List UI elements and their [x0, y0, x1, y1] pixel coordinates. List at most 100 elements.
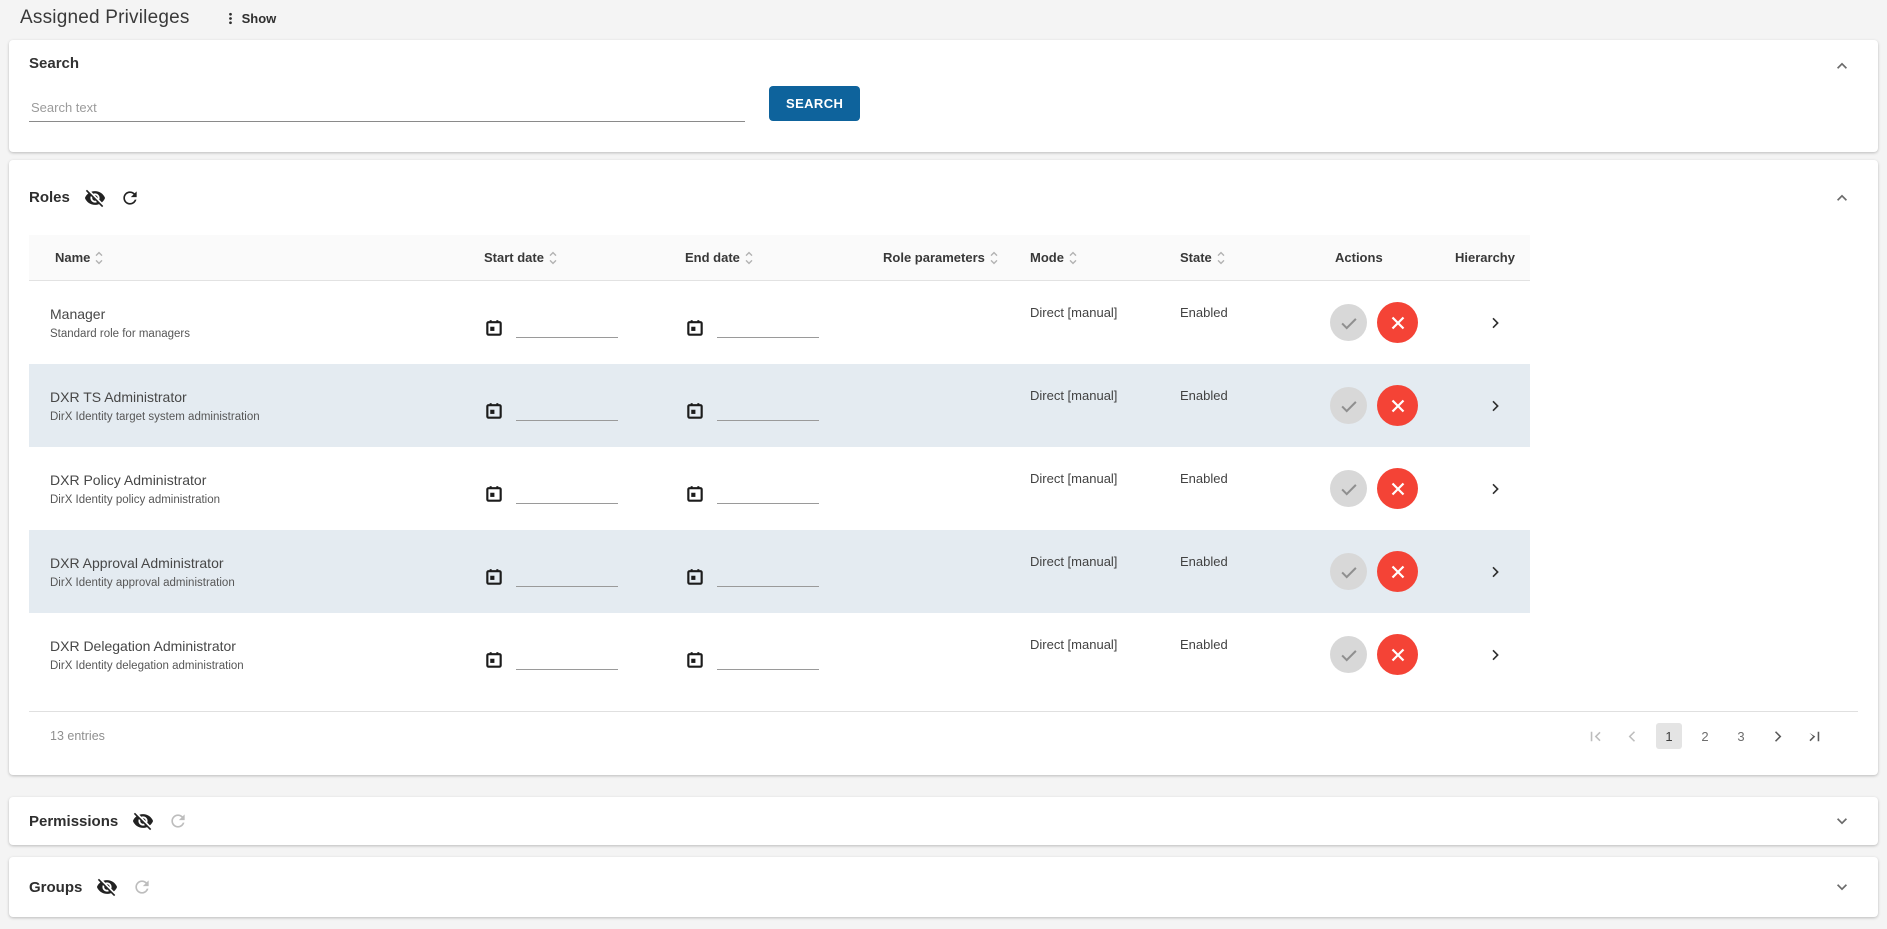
end-date-input[interactable] — [717, 483, 819, 504]
role-description: Standard role for managers — [50, 328, 454, 340]
end-date-cell — [655, 649, 853, 671]
expand-groups-icon[interactable] — [1832, 877, 1852, 897]
start-date-input[interactable] — [516, 566, 618, 587]
column-header-end-date[interactable]: End date — [655, 250, 853, 265]
close-icon — [1387, 395, 1409, 417]
end-date-cell — [655, 317, 853, 339]
check-icon — [1338, 395, 1360, 417]
end-date-input[interactable] — [717, 566, 819, 587]
last-page-icon[interactable] — [1801, 723, 1828, 750]
start-date-input[interactable] — [516, 317, 618, 338]
state-cell: Enabled — [1150, 637, 1300, 652]
chevron-right-icon[interactable] — [1764, 723, 1791, 750]
page-number-1[interactable]: 1 — [1656, 723, 1682, 749]
column-header-name[interactable]: Name — [29, 250, 454, 265]
show-menu-button[interactable]: Show — [222, 10, 277, 27]
state-cell: Enabled — [1150, 388, 1300, 403]
calendar-icon[interactable] — [685, 483, 705, 505]
close-icon — [1387, 644, 1409, 666]
calendar-icon[interactable] — [685, 400, 705, 422]
page-number-2[interactable]: 2 — [1692, 723, 1718, 749]
approve-button[interactable] — [1330, 553, 1367, 590]
roles-table-header: Name Start date End date Role parameters… — [29, 235, 1530, 281]
calendar-icon[interactable] — [685, 566, 705, 588]
start-date-input[interactable] — [516, 483, 618, 504]
hierarchy-chevron-right-icon[interactable] — [1487, 647, 1530, 663]
hierarchy-chevron-right-icon[interactable] — [1487, 481, 1530, 497]
state-cell: Enabled — [1150, 554, 1300, 569]
column-header-start-date[interactable]: Start date — [454, 250, 655, 265]
pagination: 1 2 3 — [1582, 723, 1828, 750]
calendar-icon[interactable] — [484, 483, 504, 505]
calendar-icon[interactable] — [484, 400, 504, 422]
calendar-icon[interactable] — [484, 649, 504, 671]
end-date-cell — [655, 400, 853, 422]
approve-button[interactable] — [1330, 387, 1367, 424]
search-input[interactable] — [29, 94, 745, 122]
roles-title: Roles — [29, 189, 70, 206]
collapse-search-icon[interactable] — [1832, 56, 1852, 76]
end-date-input[interactable] — [717, 317, 819, 338]
roles-panel: Roles Name Start date End date Role para… — [9, 160, 1878, 775]
start-date-cell — [454, 649, 655, 671]
visibility-off-icon[interactable] — [84, 187, 106, 209]
groups-title: Groups — [29, 879, 82, 896]
start-date-input[interactable] — [516, 400, 618, 421]
end-date-input[interactable] — [717, 649, 819, 670]
approve-button[interactable] — [1330, 470, 1367, 507]
approve-button[interactable] — [1330, 636, 1367, 673]
refresh-icon — [132, 877, 152, 897]
column-header-mode[interactable]: Mode — [1000, 250, 1150, 265]
page-number-3[interactable]: 3 — [1728, 723, 1754, 749]
permissions-panel: Permissions — [9, 797, 1878, 845]
end-date-input[interactable] — [717, 400, 819, 421]
column-header-state[interactable]: State — [1150, 250, 1300, 265]
refresh-icon — [168, 811, 188, 831]
remove-button[interactable] — [1377, 634, 1418, 675]
table-row: DXR Approval Administrator DirX Identity… — [29, 530, 1530, 613]
chevron-left-icon[interactable] — [1619, 723, 1646, 750]
calendar-icon[interactable] — [685, 317, 705, 339]
permissions-title: Permissions — [29, 813, 118, 830]
role-name: DXR TS Administrator — [50, 388, 454, 406]
remove-button[interactable] — [1377, 302, 1418, 343]
hierarchy-chevron-right-icon[interactable] — [1487, 315, 1530, 331]
calendar-icon[interactable] — [484, 317, 504, 339]
role-name: Manager — [50, 305, 454, 323]
check-icon — [1338, 312, 1360, 334]
column-header-hierarchy: Hierarchy — [1455, 250, 1530, 265]
hierarchy-chevron-right-icon[interactable] — [1487, 564, 1530, 580]
calendar-icon[interactable] — [685, 649, 705, 671]
page-title: Assigned Privileges — [20, 7, 190, 29]
entries-count: 13 entries — [50, 729, 105, 743]
column-header-role-parameters[interactable]: Role parameters — [853, 250, 1000, 265]
mode-cell: Direct [manual] — [1000, 554, 1150, 569]
remove-button[interactable] — [1377, 385, 1418, 426]
more-vert-icon — [222, 10, 239, 27]
first-page-icon[interactable] — [1582, 723, 1609, 750]
sort-icon — [549, 251, 557, 265]
role-description: DirX Identity target system administrati… — [50, 411, 454, 423]
search-button[interactable]: SEARCH — [769, 86, 860, 121]
approve-button[interactable] — [1330, 304, 1367, 341]
roles-table: Name Start date End date Role parameters… — [29, 235, 1530, 696]
mode-cell: Direct [manual] — [1000, 305, 1150, 320]
role-name: DXR Approval Administrator — [50, 554, 454, 572]
state-cell: Enabled — [1150, 471, 1300, 486]
remove-button[interactable] — [1377, 468, 1418, 509]
hierarchy-chevron-right-icon[interactable] — [1487, 398, 1530, 414]
close-icon — [1387, 312, 1409, 334]
start-date-input[interactable] — [516, 649, 618, 670]
sort-icon — [745, 251, 753, 265]
visibility-off-icon[interactable] — [132, 810, 154, 832]
expand-permissions-icon[interactable] — [1832, 811, 1852, 831]
refresh-icon[interactable] — [120, 188, 140, 208]
search-panel: Search SEARCH — [9, 40, 1878, 152]
calendar-icon[interactable] — [484, 566, 504, 588]
collapse-roles-icon[interactable] — [1832, 188, 1852, 208]
state-cell: Enabled — [1150, 305, 1300, 320]
visibility-off-icon[interactable] — [96, 876, 118, 898]
remove-button[interactable] — [1377, 551, 1418, 592]
column-header-actions: Actions — [1300, 250, 1455, 265]
sort-icon — [95, 251, 103, 265]
